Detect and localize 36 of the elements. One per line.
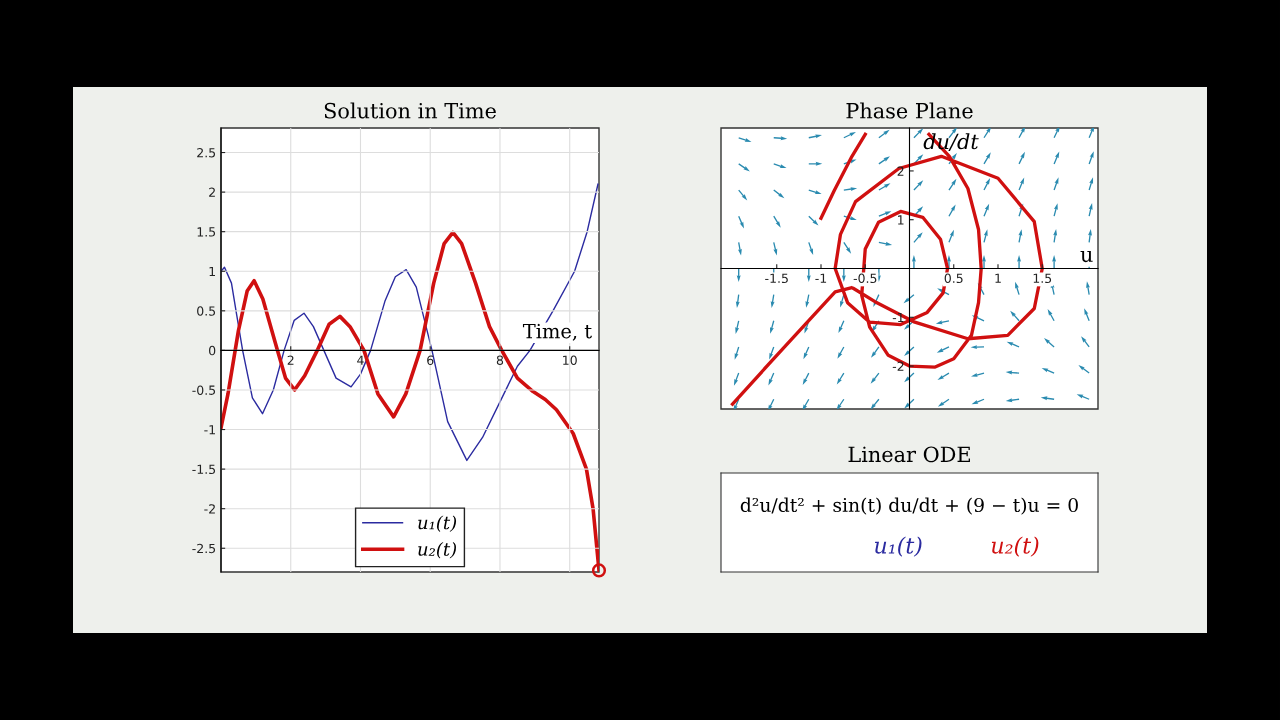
- x-axis-title: Time, t: [522, 323, 592, 341]
- text: d²u/dt² + sin(t) du/dt + (9 − t)u = 0: [740, 497, 1078, 515]
- x-tick-label: 1.5: [1033, 273, 1052, 284]
- y-tick-label: -1: [204, 425, 215, 435]
- y-tick-label: 1.5: [197, 227, 216, 237]
- y-tick-label: -0.5: [192, 385, 216, 395]
- text: u₁(t): [874, 536, 922, 557]
- text: u₂(t): [991, 536, 1039, 557]
- x-tick-label: -1.5: [765, 273, 788, 284]
- y-tick-label: 2.5: [197, 148, 216, 158]
- x-tick-label: 4: [357, 355, 364, 365]
- x-tick-label: -0.5: [853, 273, 877, 284]
- y-tick-label: -2.5: [192, 543, 216, 554]
- chart-title: Phase Plane: [846, 102, 973, 119]
- x-tick-label: 10: [563, 355, 577, 365]
- y-tick-label: -2: [892, 361, 904, 371]
- line-series: [221, 183, 599, 462]
- y-tick-label: 1: [209, 266, 215, 276]
- y-tick-label: -2: [204, 504, 215, 514]
- text: Linear ODE: [848, 446, 970, 463]
- x-tick-label: 2: [287, 355, 294, 365]
- legend-label: u₁(t): [418, 515, 457, 532]
- x-tick-label: -1: [815, 273, 827, 283]
- y-tick-label: 2: [209, 187, 215, 197]
- y-tick-label: 2: [897, 166, 904, 176]
- x-tick-label: 8: [496, 355, 504, 365]
- y-tick-label: -1: [892, 312, 904, 323]
- y-tick-label: -1.5: [192, 464, 216, 475]
- x-tick-label: 1: [995, 273, 1001, 283]
- y-tick-label: 0.5: [197, 306, 216, 316]
- x-tick-label: 0.5: [944, 273, 963, 284]
- y-tick-label: 0: [209, 345, 216, 356]
- y-tick-label: 1: [898, 215, 904, 225]
- legend-label: u₂(t): [418, 541, 457, 559]
- chart-title: Solution in Time: [324, 102, 496, 119]
- x-tick-label: 6: [427, 355, 434, 365]
